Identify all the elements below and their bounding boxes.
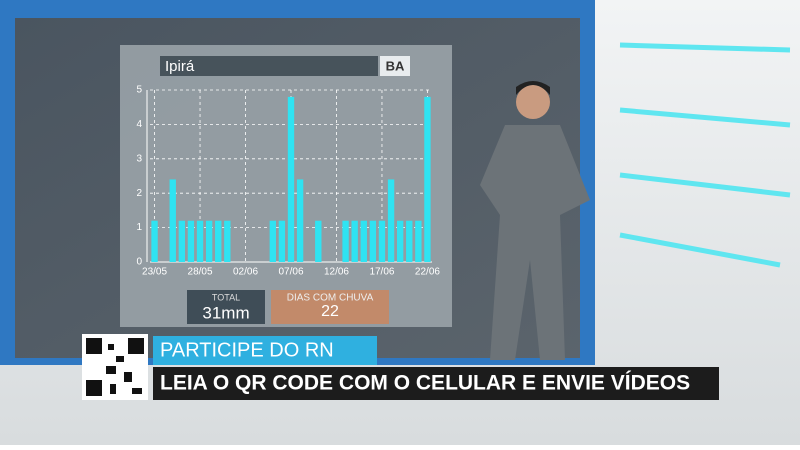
bar bbox=[424, 96, 431, 262]
y-tick-label: 2 bbox=[136, 188, 142, 199]
bar bbox=[178, 220, 186, 262]
bar bbox=[278, 220, 286, 262]
x-tick-label: 07/06 bbox=[278, 267, 303, 278]
x-tick-label: 28/05 bbox=[188, 267, 213, 278]
bar bbox=[342, 220, 349, 262]
bar bbox=[151, 220, 158, 262]
y-tick-label: 3 bbox=[136, 153, 142, 164]
bar bbox=[169, 179, 176, 262]
y-tick-label: 1 bbox=[136, 222, 142, 233]
bar bbox=[396, 220, 404, 262]
total-box bbox=[187, 290, 265, 324]
light-strips bbox=[619, 42, 791, 268]
bar bbox=[196, 220, 204, 262]
qr-pattern bbox=[86, 338, 144, 396]
bar bbox=[287, 96, 295, 262]
bar bbox=[360, 220, 367, 262]
chart-title: Ipirá bbox=[165, 58, 195, 75]
bar bbox=[415, 220, 422, 262]
bar bbox=[224, 220, 231, 262]
rain-days-label: DIAS COM CHUVA bbox=[287, 293, 374, 304]
bar bbox=[378, 220, 386, 262]
y-tick-label: 5 bbox=[136, 85, 142, 96]
bar bbox=[351, 220, 358, 262]
bar bbox=[369, 220, 377, 262]
rain-days-box bbox=[271, 290, 389, 324]
x-tick-label: 22/06 bbox=[415, 267, 440, 278]
x-tick-label: 23/05 bbox=[142, 267, 167, 278]
bar bbox=[215, 220, 222, 262]
banner-title: PARTICIPE DO RN bbox=[160, 339, 334, 361]
banner-text: LEIA O QR CODE COM O CELULAR E ENVIE VÍD… bbox=[160, 372, 690, 395]
bar bbox=[296, 179, 304, 262]
total: 31mm bbox=[202, 303, 249, 322]
bar bbox=[187, 220, 195, 262]
y-tick-label: 0 bbox=[136, 257, 142, 268]
bar bbox=[269, 220, 276, 262]
title-bar bbox=[160, 56, 378, 76]
plot: 0 1 2 3 4 5 23/05 28/05 02/06 07/06 12/06 17/06 22/0… bbox=[136, 85, 440, 278]
x-tick-label: 02/06 bbox=[233, 267, 258, 278]
total-label: TOTAL bbox=[212, 292, 240, 302]
y-tick-label: 4 bbox=[136, 119, 142, 130]
region: BA bbox=[386, 58, 405, 73]
bar bbox=[387, 179, 395, 262]
rain-days: 22 bbox=[321, 303, 339, 320]
region-box bbox=[380, 56, 410, 76]
x-tick-label: 17/06 bbox=[369, 267, 394, 278]
presenter bbox=[480, 81, 590, 360]
banner-text-box bbox=[153, 367, 719, 400]
banner-title-box bbox=[153, 336, 377, 365]
bar bbox=[315, 220, 322, 262]
bar bbox=[406, 220, 413, 262]
bar bbox=[205, 220, 213, 262]
x-tick-label: 12/06 bbox=[324, 267, 349, 278]
